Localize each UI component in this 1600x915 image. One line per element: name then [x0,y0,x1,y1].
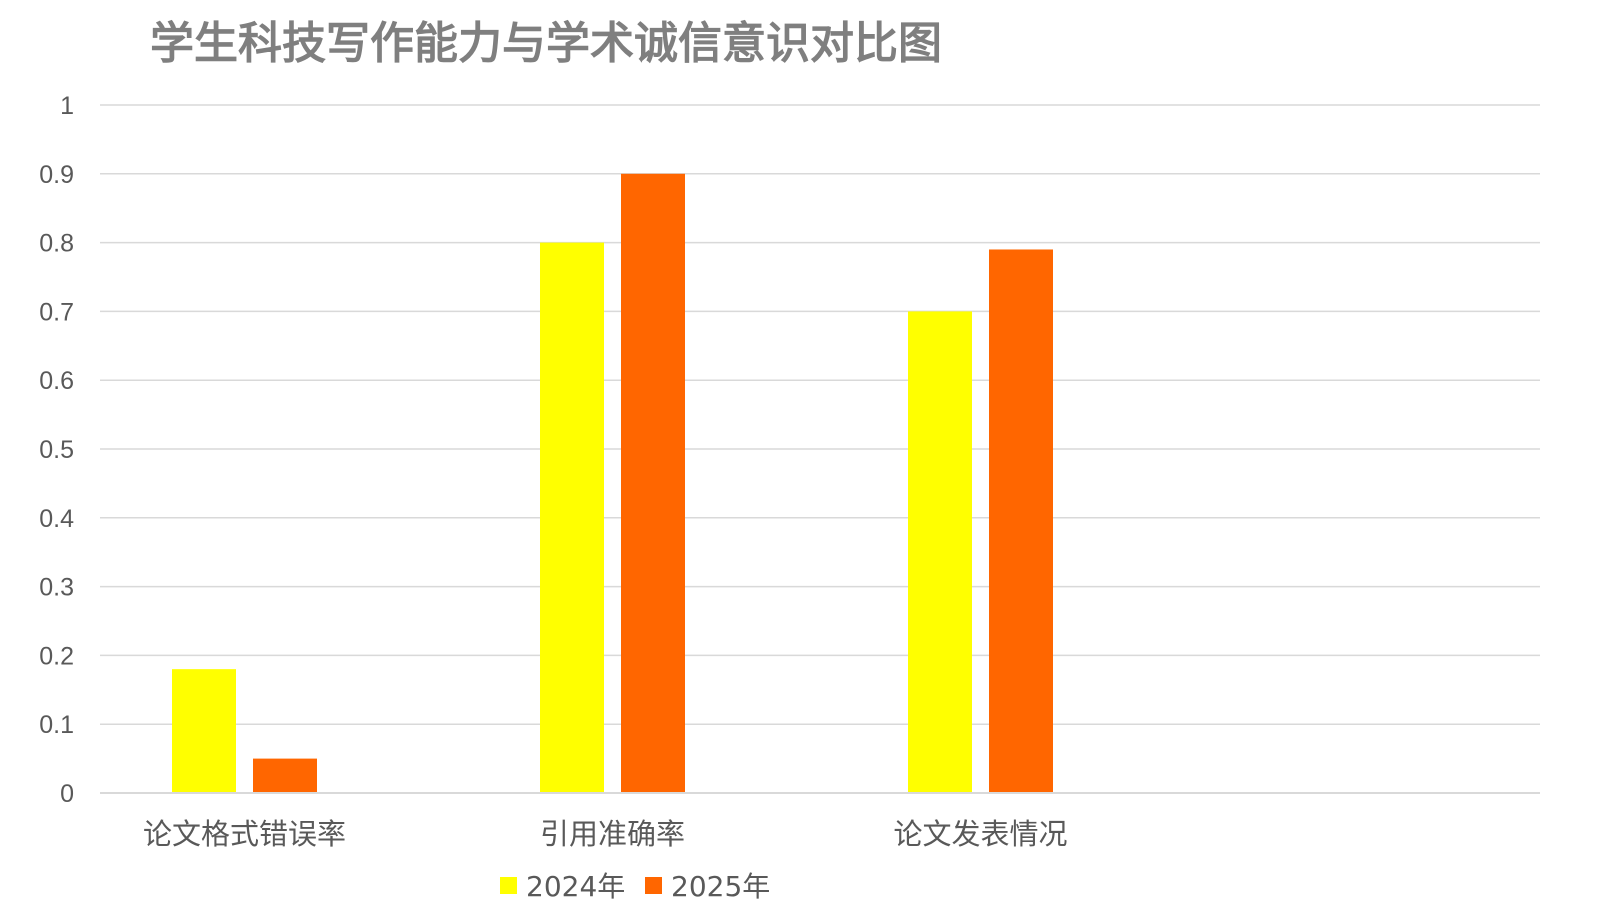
y-tick-label: 0.6 [39,367,74,395]
category-label: 论文发表情况 [893,817,1067,851]
y-axis-ticks: 0 0.1 0.2 0.3 0.4 0.5 0.6 0.7 0.8 0.9 1 [39,92,74,808]
y-tick-label: 0.5 [39,436,74,464]
y-tick-label: 0 [60,780,74,808]
category-label: 引用准确率 [540,817,685,851]
y-tick-label: 0.7 [39,298,74,326]
y-tick-label: 0.4 [39,505,74,533]
gridlines [100,104,1540,725]
bar-2-2 [621,173,685,794]
y-tick-label: 0.1 [39,711,74,739]
category-label: 论文格式错误率 [143,817,346,851]
y-tick-label: 0.2 [39,642,74,670]
bars [172,173,1053,794]
bar-1-2 [540,242,604,794]
y-tick-label: 0.8 [39,230,74,258]
bar-1-3 [908,311,972,793]
bar-1-1 [172,669,236,793]
chart-title: 学生科技写作能力与学术诚信意识对比图 [150,18,942,69]
legend-swatch-2 [645,877,662,894]
y-tick-label: 0.9 [39,161,74,189]
legend-swatch-1 [500,877,517,894]
y-tick-label: 1 [60,92,74,120]
legend-label-2: 2025年 [671,870,770,903]
x-axis-categories: 论文格式错误率 引用准确率 论文发表情况 [143,817,1068,851]
bar-2-3 [989,249,1053,794]
y-tick-label: 0.3 [39,574,74,602]
legend: 2024年 2025年 [500,870,770,903]
legend-label-1: 2024年 [526,870,625,903]
bar-2-1 [253,758,317,793]
